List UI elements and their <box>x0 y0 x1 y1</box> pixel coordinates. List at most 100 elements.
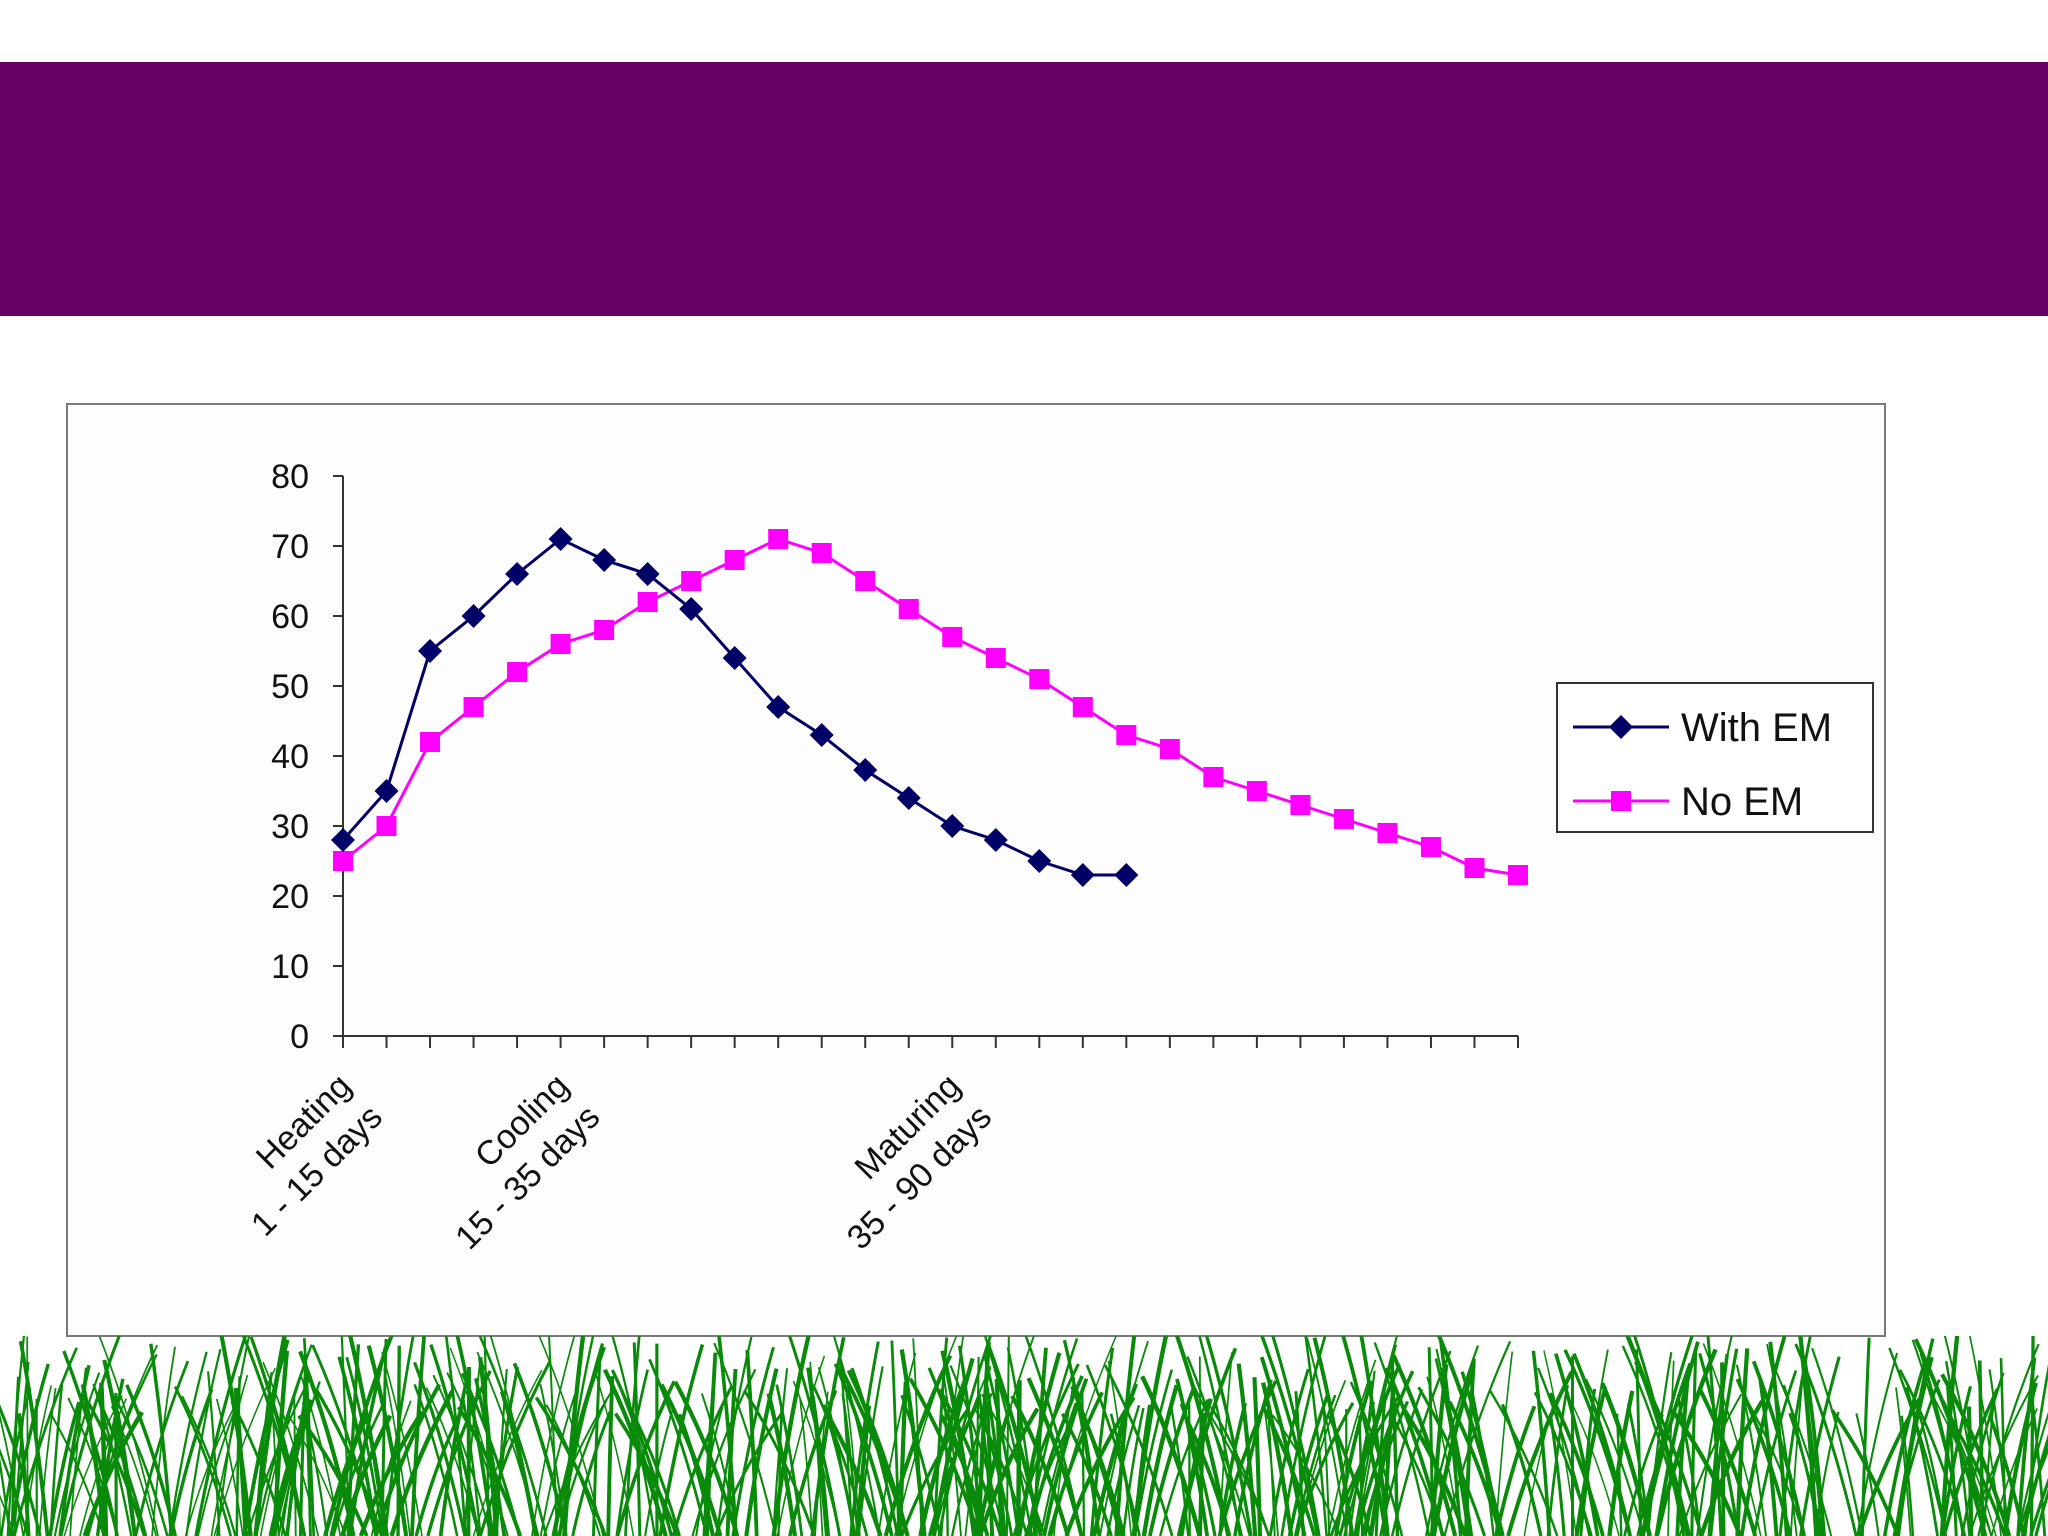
grass-blade <box>293 1397 297 1536</box>
grass-blade <box>297 1414 369 1536</box>
grass-blade <box>1675 1379 1690 1536</box>
grass-blade <box>215 1398 244 1536</box>
grass-blade <box>1758 1378 1779 1536</box>
grass-blade <box>1133 1369 1174 1536</box>
grass-blade <box>1306 1337 1348 1536</box>
data-point-with-em <box>635 562 660 586</box>
grass-blade <box>1017 1352 1062 1536</box>
grass-blade <box>323 1413 370 1536</box>
grass-blade <box>298 1350 356 1536</box>
grass-blade <box>254 1371 274 1536</box>
grass-blade <box>478 1360 552 1536</box>
grass-blade <box>1252 1377 1263 1536</box>
grass-blade <box>1440 1377 1474 1536</box>
y-tick-label: 80 <box>271 458 309 496</box>
grass-blade <box>771 1336 811 1536</box>
grass-blade <box>82 1411 144 1536</box>
grass-blade <box>983 1355 1020 1536</box>
grass-blade <box>1217 1380 1278 1536</box>
grass-blade <box>671 1386 733 1536</box>
grass-blade <box>602 1368 668 1536</box>
grass-blade <box>429 1344 481 1536</box>
grass-blade <box>1447 1400 1503 1536</box>
grass-blade <box>1198 1336 1242 1536</box>
data-point-with-em <box>983 828 1008 852</box>
grass-blade <box>776 1355 826 1536</box>
grass-blade <box>125 1384 178 1536</box>
grass-blade <box>745 1349 759 1536</box>
grass-blade <box>975 1409 1029 1536</box>
grass-blade <box>116 1402 169 1536</box>
grass-blade <box>10 1376 20 1536</box>
grass-blade <box>1443 1340 1512 1536</box>
grass-blade <box>1548 1413 1566 1536</box>
grass-blade <box>1271 1336 1321 1536</box>
y-tick-label: 40 <box>271 738 309 776</box>
chart-series <box>331 527 1528 887</box>
data-point-no-em <box>1029 669 1050 689</box>
grass-blade <box>1064 1396 1136 1536</box>
grass-blade <box>169 1388 214 1536</box>
grass-blade <box>426 1370 492 1536</box>
grass-blade <box>983 1336 1033 1536</box>
legend-marker-no-em <box>1611 791 1631 811</box>
grass-blade <box>1563 1349 1632 1536</box>
grass-blade <box>985 1406 994 1536</box>
grass-blade <box>1293 1394 1337 1536</box>
grass-blade <box>59 1336 121 1536</box>
grass-blade <box>592 1360 602 1536</box>
legend-label-with-em: With EM <box>1681 706 1832 750</box>
grass-blade <box>1006 1347 1039 1536</box>
grass-blade <box>594 1373 635 1536</box>
grass-blade <box>1132 1404 1152 1536</box>
grass-blade <box>18 1340 50 1536</box>
grass-blade <box>1373 1342 1431 1536</box>
grass-blade <box>1015 1380 1022 1536</box>
data-point-no-em <box>1420 837 1441 857</box>
data-point-no-em <box>594 620 615 640</box>
y-tick-label: 30 <box>271 808 309 846</box>
data-point-with-em <box>853 758 878 782</box>
grass-blade <box>788 1389 838 1536</box>
grass-blade <box>337 1356 379 1536</box>
y-tick-label: 20 <box>271 878 309 916</box>
grass-blade <box>1751 1360 1806 1536</box>
grass-blade <box>1905 1386 1939 1536</box>
grass-blade <box>425 1387 480 1536</box>
grass-blade <box>725 1368 738 1536</box>
data-point-no-em <box>985 648 1006 668</box>
grass-blade <box>1360 1400 1410 1536</box>
grass-blade <box>1960 1372 2005 1536</box>
grass-blade <box>173 1385 233 1536</box>
grass-blade <box>277 1381 321 1536</box>
grass-blade <box>1261 1405 1317 1536</box>
data-point-with-em <box>418 639 443 663</box>
grass-blade <box>216 1336 251 1536</box>
data-point-with-em <box>1027 849 1052 873</box>
grass-blade <box>1802 1373 1823 1536</box>
grass-blade <box>1169 1404 1190 1536</box>
grass-blade <box>53 1372 101 1536</box>
grass-blade <box>1494 1351 1514 1536</box>
grass-blade <box>1752 1370 1798 1536</box>
grass-blade <box>476 1351 540 1536</box>
series-no-em <box>333 529 1528 885</box>
grass-blade <box>1327 1359 1377 1536</box>
grass-blade <box>1287 1394 1330 1536</box>
legend-marker-with-em <box>1609 715 1633 739</box>
grass-blade <box>1706 1336 1723 1536</box>
grass-blade <box>370 1400 412 1536</box>
grass-blade <box>1625 1336 1692 1536</box>
grass-blade <box>775 1384 804 1536</box>
grass-blade <box>311 1344 378 1536</box>
grass-blade <box>1390 1357 1400 1536</box>
grass-blade <box>1646 1351 1673 1536</box>
grass-blade <box>1571 1403 1620 1536</box>
data-point-no-em <box>637 592 658 612</box>
data-point-with-em <box>331 828 355 852</box>
data-point-no-em <box>811 543 832 563</box>
grass-blade <box>413 1361 467 1536</box>
grass-blade <box>994 1379 1004 1536</box>
grass-blade <box>1897 1411 1917 1536</box>
